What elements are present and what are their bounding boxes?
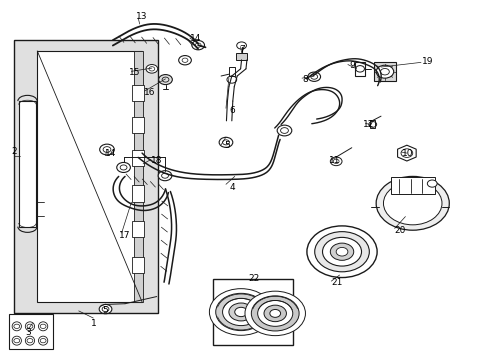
Ellipse shape bbox=[25, 336, 35, 345]
Bar bbox=[9, 315, 53, 348]
Text: 7: 7 bbox=[239, 45, 244, 54]
Bar bbox=[132, 117, 144, 134]
Circle shape bbox=[228, 303, 253, 321]
Text: 2: 2 bbox=[12, 147, 17, 156]
Text: 3: 3 bbox=[25, 328, 31, 337]
Circle shape bbox=[330, 157, 341, 166]
Bar bbox=[132, 185, 144, 202]
Text: 17: 17 bbox=[119, 231, 130, 240]
Bar bbox=[390, 177, 434, 194]
Bar bbox=[236, 53, 246, 60]
Text: 15: 15 bbox=[129, 68, 140, 77]
Ellipse shape bbox=[12, 322, 21, 331]
Circle shape bbox=[158, 171, 171, 181]
Circle shape bbox=[100, 144, 114, 155]
Bar bbox=[14, 40, 158, 313]
Text: 22: 22 bbox=[248, 274, 259, 283]
Text: 12: 12 bbox=[363, 120, 374, 129]
Text: 8: 8 bbox=[302, 75, 308, 84]
Text: 16: 16 bbox=[143, 87, 155, 96]
Bar bbox=[19, 101, 36, 226]
Circle shape bbox=[322, 237, 361, 266]
Circle shape bbox=[277, 125, 291, 136]
Circle shape bbox=[244, 291, 305, 336]
Circle shape bbox=[269, 310, 280, 318]
Ellipse shape bbox=[39, 336, 48, 345]
Bar bbox=[228, 67, 235, 76]
Bar bbox=[132, 221, 144, 237]
Bar bbox=[132, 85, 144, 101]
Circle shape bbox=[146, 64, 158, 73]
Circle shape bbox=[209, 289, 272, 335]
Text: 14: 14 bbox=[104, 149, 116, 158]
Circle shape bbox=[314, 231, 368, 272]
Circle shape bbox=[375, 65, 393, 78]
Circle shape bbox=[158, 75, 172, 85]
Circle shape bbox=[306, 226, 376, 278]
Circle shape bbox=[383, 182, 441, 225]
Bar bbox=[354, 62, 365, 76]
Circle shape bbox=[178, 55, 191, 65]
Text: 4: 4 bbox=[229, 183, 235, 192]
Ellipse shape bbox=[25, 322, 35, 331]
Bar bbox=[212, 279, 293, 345]
Circle shape bbox=[117, 162, 130, 172]
Bar bbox=[134, 51, 142, 302]
Text: 14: 14 bbox=[190, 34, 201, 43]
Text: 21: 21 bbox=[331, 278, 342, 287]
Text: 20: 20 bbox=[394, 226, 406, 235]
Text: 19: 19 bbox=[421, 57, 432, 66]
Ellipse shape bbox=[39, 322, 48, 331]
Circle shape bbox=[191, 41, 204, 50]
Circle shape bbox=[251, 296, 299, 331]
Circle shape bbox=[330, 243, 353, 260]
Text: 10: 10 bbox=[401, 149, 413, 158]
Circle shape bbox=[257, 301, 292, 326]
Text: 5: 5 bbox=[102, 306, 108, 315]
Circle shape bbox=[335, 247, 347, 256]
Circle shape bbox=[99, 305, 112, 314]
Circle shape bbox=[264, 305, 286, 321]
Bar bbox=[373, 62, 395, 81]
Text: 5: 5 bbox=[224, 141, 230, 150]
Ellipse shape bbox=[12, 336, 21, 345]
Text: 6: 6 bbox=[229, 105, 235, 114]
Circle shape bbox=[219, 137, 232, 147]
Bar bbox=[37, 51, 142, 302]
Text: 9: 9 bbox=[348, 61, 354, 70]
Bar bbox=[132, 257, 144, 273]
Text: 18: 18 bbox=[151, 156, 162, 165]
Text: 11: 11 bbox=[328, 156, 340, 165]
Circle shape bbox=[427, 180, 436, 187]
Circle shape bbox=[234, 307, 247, 317]
Circle shape bbox=[307, 72, 320, 81]
Circle shape bbox=[375, 176, 448, 230]
Bar bbox=[132, 149, 144, 166]
Text: 13: 13 bbox=[136, 12, 147, 21]
Text: 1: 1 bbox=[90, 319, 96, 328]
Circle shape bbox=[222, 298, 259, 325]
Circle shape bbox=[215, 293, 266, 330]
Bar bbox=[369, 121, 374, 129]
Circle shape bbox=[236, 42, 246, 49]
